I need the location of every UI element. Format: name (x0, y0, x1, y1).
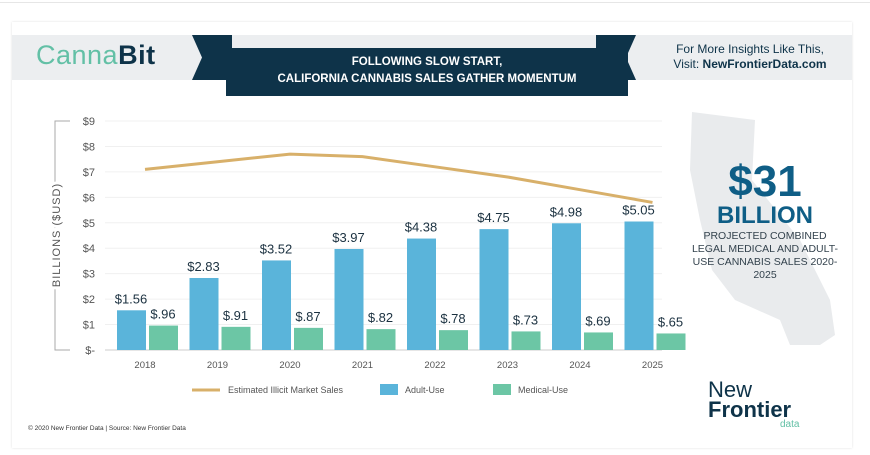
brand-line3: data (780, 419, 800, 430)
medical-use-label: $.91 (223, 308, 248, 323)
y-tick-label: $6 (83, 192, 95, 204)
callout-unit: BILLION (717, 202, 813, 229)
top-divider (0, 2, 870, 3)
y-tick-label: $3 (83, 269, 95, 281)
brand-line2: Frontier (708, 397, 792, 422)
legend-medical-swatch (493, 384, 511, 395)
adult-use-bar (624, 221, 654, 350)
y-tick-label: $7 (83, 167, 95, 179)
insights-link[interactable]: NewFrontierData.com (702, 57, 827, 71)
y-axis-bracket (54, 120, 70, 351)
medical-use-bar (149, 325, 178, 350)
adult-use-bar (552, 223, 581, 350)
title-ribbon: FOLLOWING SLOW START, CALIFORNIA CANNABI… (226, 48, 628, 96)
insights-prefix: Visit: (673, 57, 703, 71)
medical-use-bar (656, 333, 686, 350)
medical-use-label: $.73 (513, 312, 538, 327)
insights-promo: For More Insights Like This, Visit: NewF… (660, 42, 840, 72)
x-tick-label: 2025 (642, 360, 663, 371)
adult-use-label: $3.97 (332, 230, 365, 245)
adult-use-label: $5.05 (622, 203, 655, 218)
medical-use-label: $.78 (440, 311, 465, 326)
legend-illicit-label: Estimated Illicit Market Sales (228, 385, 344, 395)
adult-use-label: $4.98 (550, 204, 583, 219)
adult-use-bar (189, 277, 219, 350)
x-tick-label: 2020 (279, 360, 300, 371)
y-axis-label: BILLIONS ($USD) (51, 183, 63, 287)
x-tick-label: 2019 (207, 360, 228, 371)
adult-use-bar (407, 238, 436, 350)
title-line1: FOLLOWING SLOW START, (351, 56, 503, 68)
new-frontier-logo: New Frontier data (708, 377, 800, 430)
medical-use-label: $.69 (585, 313, 610, 328)
footer-copyright: © 2020 New Frontier Data | Source: New F… (28, 425, 186, 432)
y-tick-label: $1 (83, 320, 95, 332)
adult-use-bar (334, 248, 364, 350)
legend-adult-label: Adult-Use (405, 385, 445, 395)
y-tick-label: $5 (83, 218, 95, 230)
y-tick-label: $9 (83, 116, 95, 128)
medical-use-bar (294, 327, 323, 350)
y-tick-label: $4 (83, 243, 95, 255)
legend-adult-swatch (380, 384, 398, 395)
adult-use-label: $3.52 (260, 241, 293, 256)
medical-use-label: $.65 (658, 314, 683, 329)
brand-line1: New (708, 377, 753, 402)
x-tick-label: 2023 (497, 360, 518, 371)
title-line2: CALIFORNIA CANNABIS SALES GATHER MOMENTU… (277, 73, 577, 85)
california-map-shape (690, 112, 835, 345)
medical-use-label: $.82 (368, 310, 393, 325)
logo-part2: Bit (118, 40, 156, 70)
adult-use-label: $4.38 (405, 220, 438, 235)
logo-part1: Canna (36, 40, 119, 70)
callout-amount: $31 (728, 157, 802, 206)
medical-use-bar (511, 331, 541, 350)
x-tick-label: 2021 (352, 360, 373, 371)
adult-use-label: $4.75 (477, 210, 510, 225)
illicit-market-line (144, 152, 653, 204)
medical-use-bar (439, 330, 468, 350)
y-tick-label: $- (85, 345, 95, 357)
legend-medical-label: Medical-Use (518, 385, 568, 395)
x-tick-label: 2024 (569, 360, 590, 371)
adult-use-bar (479, 229, 509, 350)
callout-description: PROJECTED COMBINED LEGAL MEDICAL AND ADU… (691, 230, 839, 281)
adult-use-label: $2.83 (187, 259, 220, 274)
medical-use-bar (366, 329, 396, 350)
adult-use-bar (262, 260, 291, 350)
medical-use-label: $.87 (295, 309, 320, 324)
y-tick-label: $8 (83, 141, 95, 153)
y-tick-label: $2 (83, 294, 95, 306)
callout: $31 BILLION PROJECTED COMBINED LEGAL MED… (690, 160, 840, 282)
adult-use-label: $1.56 (115, 291, 148, 306)
insights-text: For More Insights Like This, (676, 42, 824, 56)
cannabit-logo: CannaBit (36, 40, 156, 71)
medical-use-label: $.96 (150, 307, 175, 322)
medical-use-bar (221, 326, 251, 350)
x-tick-label: 2022 (424, 360, 445, 371)
adult-use-bar (117, 310, 146, 350)
x-tick-label: 2018 (134, 360, 155, 371)
medical-use-bar (584, 332, 613, 350)
